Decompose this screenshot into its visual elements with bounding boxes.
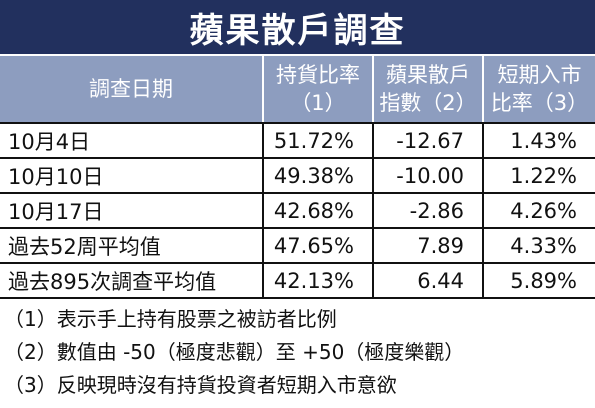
date-cell: 10月17日 [0, 192, 262, 227]
value-cell: -12.67 [372, 122, 482, 157]
header-text: 調查日期 [89, 77, 173, 101]
value-cell: 42.68% [262, 192, 372, 227]
date-cell: 過去895次調查平均值 [0, 262, 262, 299]
value-cell: 51.72% [262, 122, 372, 157]
value-cell: -10.00 [372, 157, 482, 192]
header-text: 持貨比率 [276, 63, 360, 87]
title: 蘋果散戶調查 [0, 0, 595, 54]
value-cell: 42.13% [262, 262, 372, 299]
header-cell: 蘋果散戶指數（2） [372, 56, 482, 122]
footnote: （1）表示手上持有股票之被訪者比例 [4, 307, 337, 331]
value-cell: 49.38% [262, 157, 372, 192]
header-text: 指數（2） [379, 91, 477, 115]
footnote: （2）數值由 -50（極度悲觀）至 +50（極度樂觀） [4, 340, 465, 364]
header-cell: 調查日期 [0, 56, 262, 122]
value-cell: 5.89% [482, 262, 595, 299]
value-cell: 47.65% [262, 227, 372, 262]
header-text: 蘋果散戶 [386, 63, 470, 87]
value-cell: 1.43% [482, 122, 595, 157]
header-cell: 持貨比率 （1） [262, 56, 372, 122]
value-cell: 1.22% [482, 157, 595, 192]
header-text: 短期入市 [497, 63, 582, 87]
value-cell: 4.33% [482, 227, 595, 262]
date-cell: 過去52周平均值 [0, 227, 262, 262]
value-cell: 6.44 [372, 262, 482, 299]
date-cell: 10月10日 [0, 157, 262, 192]
header-text: （1） [290, 91, 346, 115]
value-cell: -2.86 [372, 192, 482, 227]
header-text: 比率（3） [490, 91, 589, 115]
value-cell: 7.89 [372, 227, 482, 262]
value-cell: 4.26% [482, 192, 595, 227]
footnote: （3）反映現時沒有持貨投資者短期入市意欲 [4, 373, 397, 397]
date-cell: 10月4日 [0, 122, 262, 157]
header-cell: 短期入市比率（3） [482, 56, 595, 122]
